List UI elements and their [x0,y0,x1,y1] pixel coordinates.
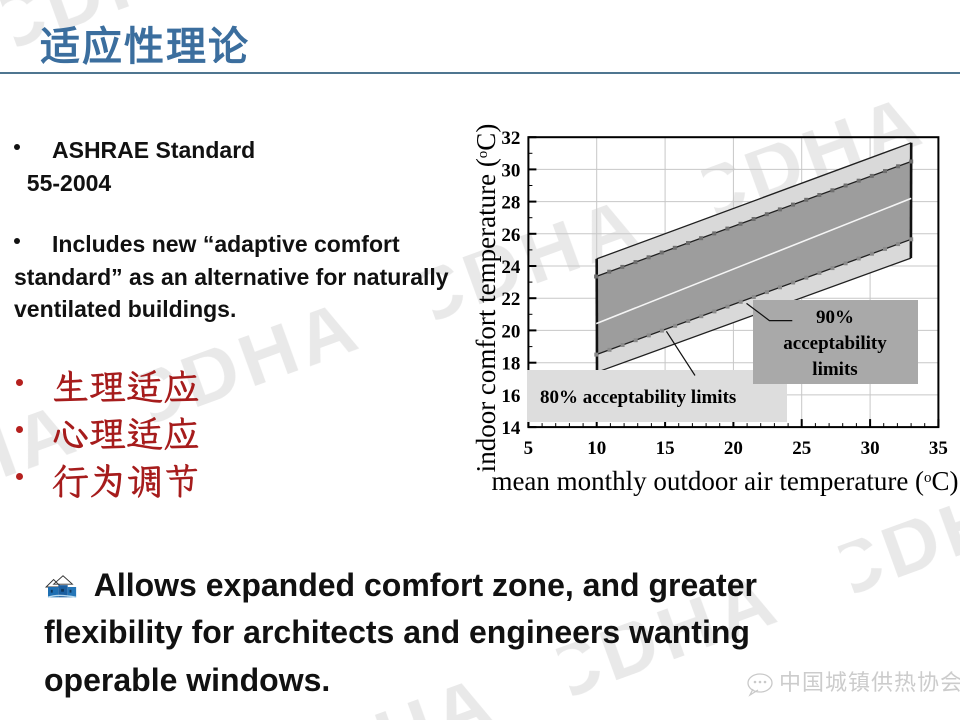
svg-text:26: 26 [501,225,520,246]
svg-text:acceptability: acceptability [783,333,887,354]
svg-text:30: 30 [501,160,520,181]
svg-text:10: 10 [587,438,606,459]
svg-text:20: 20 [724,438,743,459]
svg-text:indoor comfort temperature (o: indoor comfort temperature (oC) [471,124,501,473]
svg-text:20: 20 [501,321,520,342]
svg-text:5: 5 [524,438,534,459]
svg-text:90%: 90% [816,307,854,328]
svg-text:mean monthly outdoor air tempe: mean monthly outdoor air temperature (oC… [491,466,958,496]
svg-text:30: 30 [861,438,880,459]
svg-text:28: 28 [501,193,520,214]
svg-text:16: 16 [501,386,520,407]
svg-text:32: 32 [501,128,520,149]
svg-text:18: 18 [501,354,520,375]
svg-text:15: 15 [656,438,675,459]
svg-text:limits: limits [812,359,857,380]
svg-text:25: 25 [792,438,811,459]
svg-text:14: 14 [501,418,521,439]
svg-text:35: 35 [929,438,948,459]
svg-text:22: 22 [501,289,520,310]
svg-text:80% acceptability limits: 80% acceptability limits [540,387,736,408]
svg-text:24: 24 [501,257,521,278]
